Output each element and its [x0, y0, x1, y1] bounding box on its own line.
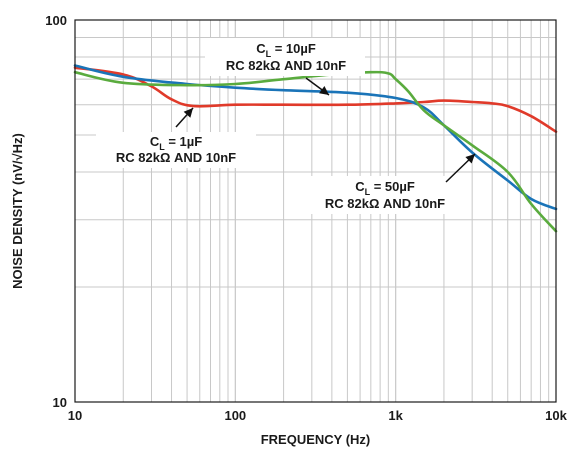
annotation-cap-subscript: L [365, 187, 371, 197]
x-tick-label: 10k [545, 408, 567, 423]
series-line-green [73, 70, 558, 233]
annotation-capacitance-label: CL = 10µF [256, 41, 316, 59]
annotation-cap-subscript: L [266, 49, 272, 59]
y-tick-label: 100 [45, 13, 67, 28]
annotation-capacitance-label: CL = 50µF [355, 179, 415, 197]
series-layer [73, 64, 558, 233]
plot-frame [74, 19, 557, 403]
annotation-cap-symbol: C [256, 41, 266, 56]
annotation-cap-symbol: C [150, 134, 160, 149]
annotation-background [308, 176, 464, 214]
annotation-cap-subscript: L [159, 142, 165, 152]
annotation-cap-value: = 1µF [165, 134, 203, 149]
annotation-background [96, 132, 256, 168]
annotation-rc-label: RC 82kΩ AND 10nF [116, 150, 236, 165]
annotation-cap-value: = 50µF [370, 179, 415, 194]
annotation-rc-label: RC 82kΩ AND 10nF [325, 196, 445, 211]
tick-layer: 10 100 1k 10k 10 100 [45, 13, 567, 423]
annotation-arrow-head [465, 154, 475, 164]
annotation-background [205, 38, 365, 76]
y-tick-label: 10 [53, 395, 67, 410]
x-tick-label: 1k [388, 408, 403, 423]
x-tick-label: 100 [224, 408, 246, 423]
annotation-rc-label: RC 82kΩ AND 10nF [226, 58, 346, 73]
annotation-cap-symbol: C [355, 179, 365, 194]
x-tick-label: 10 [68, 408, 82, 423]
y-axis-title: NOISE DENSITY (nV/√Hz) [10, 133, 25, 289]
annotation-capacitance-label: CL = 1µF [150, 134, 202, 152]
annotation-cap-value: = 10µF [271, 41, 316, 56]
series-line-red [73, 66, 558, 133]
x-axis-title: FREQUENCY (Hz) [261, 432, 371, 447]
annotation-arrow-head [183, 108, 193, 118]
annotation-arrow-head [319, 86, 329, 95]
